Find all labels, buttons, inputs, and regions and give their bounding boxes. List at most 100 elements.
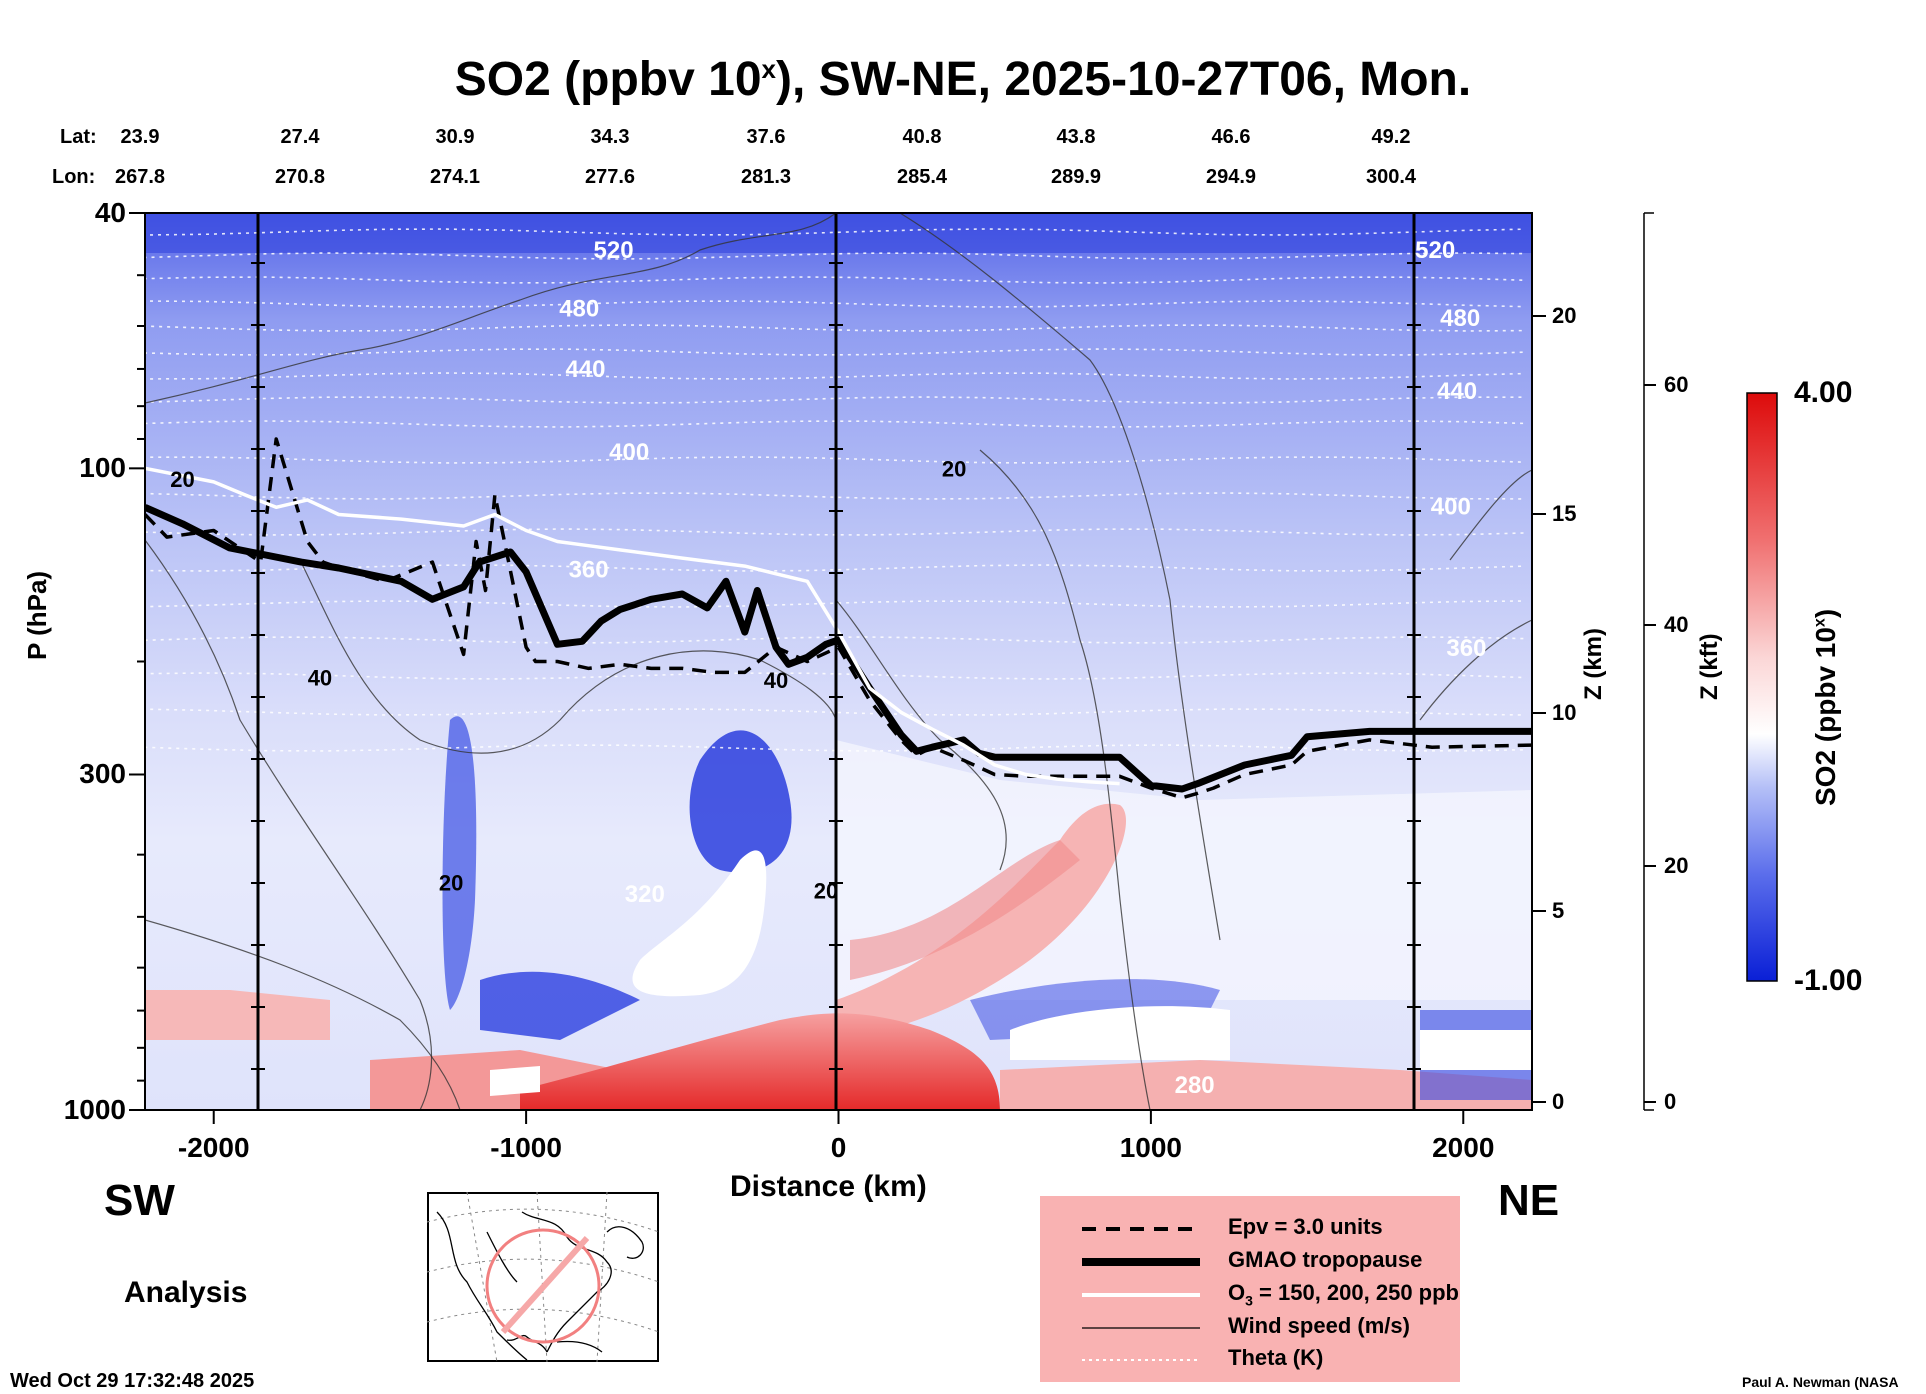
legend-o3-text: O3 = 150, 200, 250 ppb	[1228, 1280, 1459, 1309]
lat-value: 37.6	[746, 126, 786, 148]
theta-label: 360	[569, 557, 609, 584]
colorbar-min-label: -1.00	[1794, 964, 1863, 997]
colorbar	[1746, 392, 1778, 982]
colorbar-max-label: 4.00	[1794, 376, 1853, 409]
distance-tick-label: -1000	[490, 1132, 562, 1163]
theta-label: 520	[594, 237, 634, 264]
wind-speed-label: 20	[942, 457, 966, 482]
ozone-line	[145, 466, 1120, 786]
distance-tick-label: 2000	[1432, 1132, 1495, 1163]
x-axis-label: Distance (km)	[730, 1170, 927, 1203]
lat-label: Lat:	[60, 126, 97, 148]
so2-blue-plume-2	[689, 730, 792, 873]
lon-value: 270.8	[274, 166, 326, 188]
so2-blue-plume-1	[442, 716, 477, 1010]
z-kft-tick-label: 40	[1664, 612, 1689, 637]
distance-tick-label: 1000	[1119, 1132, 1183, 1163]
inset-map-graticule	[427, 1192, 659, 1362]
lat-value: 27.4	[280, 126, 320, 148]
lat-value: 23.9	[120, 126, 160, 148]
inset-map-transect	[500, 1236, 590, 1334]
wind-speed-label: 40	[308, 666, 332, 691]
tropopause-line	[145, 504, 1532, 793]
so2-white-patch-2	[1010, 1006, 1230, 1060]
z-km-tick-label: 15	[1552, 501, 1577, 526]
so2-positive-tongue-core	[850, 840, 1080, 980]
pressure-tick-label: 100	[79, 452, 126, 484]
theta-label: 280	[1175, 1072, 1215, 1099]
epv-line	[145, 437, 1532, 800]
wind-speed-contour	[145, 539, 433, 1110]
wind-speed-contour	[145, 213, 837, 404]
so2-white-patch-1	[632, 850, 767, 997]
theta-label: 320	[625, 881, 665, 908]
colorbar-title: SO2 (ppbv 10x)	[1810, 608, 1841, 806]
credit: Paul A. Newman (NASA	[1742, 1374, 1899, 1390]
theta-label: 400	[609, 439, 649, 466]
z-kft-tick-label: 60	[1664, 372, 1689, 397]
theta-label: 440	[1437, 378, 1477, 405]
lat-value: 30.9	[435, 126, 475, 148]
legend-lines	[1082, 1227, 1200, 1361]
so2-boundary-layer-core	[520, 1013, 1000, 1110]
ne-label: NE	[1498, 1176, 1560, 1225]
lon-value: 294.9	[1205, 166, 1257, 188]
so2-white-patch-4	[490, 1066, 540, 1096]
lon-value: 277.6	[584, 166, 636, 188]
pressure-tick-label: 300	[79, 758, 126, 790]
wind-speed-contour	[1419, 619, 1532, 721]
inset-map-range-circle	[485, 1228, 601, 1344]
lon-value: 281.3	[740, 166, 792, 188]
so2-sw-red-band	[145, 990, 330, 1040]
legend-theta-text: Theta (K)	[1228, 1345, 1324, 1370]
colorbar-gradient	[1746, 392, 1778, 982]
distance-tick-label: 0	[830, 1132, 847, 1163]
analysis-label: Analysis	[124, 1276, 248, 1309]
lat-value: 40.8	[902, 126, 942, 148]
inset-map-frame	[427, 1192, 659, 1362]
lon-value: 274.1	[429, 166, 481, 188]
wind-speed-contour	[1449, 469, 1532, 561]
lon-label: Lon:	[52, 166, 96, 188]
wind-speed-contour	[835, 599, 1007, 871]
lat-value: 43.8	[1056, 126, 1096, 148]
wind-speed-label: 20	[170, 467, 194, 492]
sw-label: SW	[104, 1176, 175, 1225]
pressure-tick-label: 40	[94, 197, 126, 228]
theta-label: 440	[565, 356, 605, 383]
theta-label: 480	[1440, 305, 1480, 332]
z-kft-tick-label: 20	[1664, 853, 1689, 878]
lon-value: 285.4	[896, 166, 948, 188]
z-km-tick-label: 0	[1552, 1089, 1565, 1114]
legend-epv-text: Epv = 3.0 units	[1228, 1214, 1383, 1239]
lon-value: 289.9	[1050, 166, 1102, 188]
lon-value: 267.8	[114, 166, 166, 188]
wind-speed-contour	[899, 213, 1221, 941]
theta-label: 480	[559, 296, 599, 323]
z-km-tick-label: 5	[1552, 898, 1565, 923]
inset-map-coastlines	[436, 1211, 644, 1361]
wind-speed-label: 20	[439, 871, 463, 896]
theta-label: 520	[1415, 237, 1455, 264]
z-kft-tick-label: 0	[1664, 1089, 1677, 1114]
so2-white-patch-3	[1420, 1030, 1532, 1070]
wind-speed-contour	[299, 559, 837, 754]
wind-speed-label: 40	[764, 668, 788, 693]
chart-title: SO2 (ppbv 10x), SW-NE, 2025-10-27T06, Mo…	[454, 53, 1472, 106]
theta-label: 400	[1431, 493, 1471, 520]
so2-blue-plume-3	[480, 971, 640, 1040]
lat-value: 49.2	[1371, 126, 1411, 148]
pressure-tick-label: 1000	[63, 1094, 126, 1125]
inset-map	[427, 1192, 659, 1362]
timestamp: Wed Oct 29 17:32:48 2025	[10, 1370, 255, 1392]
wind-speed-contour	[145, 919, 461, 1110]
theta-label: 360	[1446, 635, 1486, 662]
lat-value: 46.6	[1211, 126, 1251, 148]
lat-value: 34.3	[590, 126, 630, 148]
legend-wind-text: Wind speed (m/s)	[1228, 1313, 1410, 1338]
z-km-tick-label: 20	[1552, 303, 1577, 328]
legend-tropopause-text: GMAO tropopause	[1228, 1247, 1423, 1272]
z-km-tick-label: 10	[1552, 700, 1577, 725]
so2-ne-boundary-layer	[1000, 1060, 1532, 1110]
